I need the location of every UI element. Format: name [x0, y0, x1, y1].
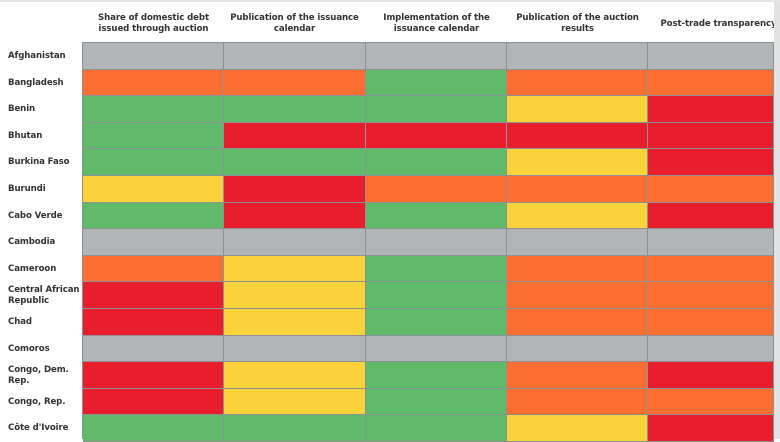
top-divider — [0, 0, 780, 2]
heatmap-cell-bhutan-col2-red — [224, 123, 366, 149]
heatmap-cell-comoros-col4-gray — [507, 336, 648, 362]
heatmap-cell-afghanistan-col3-gray — [366, 43, 507, 70]
heatmap-cell-congo-dem-rep-col3-green — [366, 362, 507, 389]
row-label-cambodia: Cambodia — [8, 237, 56, 247]
heatmap-cell-central-african-republic-col3-green — [366, 282, 507, 309]
grid-top-border — [83, 42, 774, 43]
heatmap-cell-comoros-col1-gray — [83, 336, 224, 362]
heatmap-cell-burundi-col2-red — [224, 176, 366, 203]
heatmap-cell-c-te-d-ivoire-col4-yellow — [507, 415, 648, 442]
heatmap-cell-cameroon-col4-orange — [507, 256, 648, 282]
row-label-congo-dem-rep: Congo, Dem. Rep. — [8, 364, 69, 386]
heatmap-cell-afghanistan-col4-gray — [507, 43, 648, 70]
heatmap-cell-bhutan-col1-green — [83, 123, 224, 149]
heatmap-cell-burkina-faso-col4-yellow — [507, 149, 648, 176]
row-label-burkina-faso: Burkina Faso — [8, 157, 70, 167]
heatmap-cell-bangladesh-col4-orange — [507, 70, 648, 96]
heatmap-cell-comoros-col5-gray — [648, 336, 774, 362]
heatmap-cell-chad-col2-yellow — [224, 309, 366, 336]
heatmap-cell-congo-rep-col3-green — [366, 389, 507, 415]
heatmap-cell-cambodia-col5-gray — [648, 229, 774, 256]
heatmap-cell-afghanistan-col2-gray — [224, 43, 366, 70]
row-label-congo-rep: Congo, Rep. — [8, 396, 66, 407]
heatmap-cell-chad-col5-orange — [648, 309, 774, 336]
row-label-c-te-d-ivoire: Côte d'Ivoire — [8, 423, 69, 433]
heatmap-cell-cabo-verde-col1-green — [83, 203, 224, 229]
heatmap-cell-congo-dem-rep-col4-orange — [507, 362, 648, 389]
row-label-bhutan: Bhutan — [8, 130, 43, 141]
heatmap-cell-bhutan-col4-red — [507, 123, 648, 149]
heatmap-cell-cambodia-col3-gray — [366, 229, 507, 256]
heatmap-cell-burundi-col1-yellow — [83, 176, 224, 203]
heatmap-cell-bangladesh-col1-orange — [83, 70, 224, 96]
heatmap-cell-chad-col4-orange — [507, 309, 648, 336]
heatmap-cell-benin-col2-green — [224, 96, 366, 123]
row-label-cameroon: Cameroon — [8, 263, 57, 274]
heatmap-cell-congo-rep-col2-yellow — [224, 389, 366, 415]
heatmap-cell-cambodia-col2-gray — [224, 229, 366, 256]
heatmap-cell-burundi-col4-orange — [507, 176, 648, 203]
heatmap-cell-cameroon-col3-green — [366, 256, 507, 282]
heatmap-cell-cameroon-col1-orange — [83, 256, 224, 282]
heatmap-cell-benin-col3-green — [366, 96, 507, 123]
heatmap-cell-bangladesh-col2-orange — [224, 70, 366, 96]
row-label-chad: Chad — [8, 317, 32, 327]
column-header-calendar-publication: Publication of the issuance calendar — [230, 13, 359, 34]
heatmap-cell-cabo-verde-col2-red — [224, 203, 366, 229]
heatmap-cell-cambodia-col4-gray — [507, 229, 648, 256]
heatmap-cell-c-te-d-ivoire-col3-green — [366, 415, 507, 442]
row-label-central-african-republic: Central African Republic — [8, 284, 80, 306]
column-header-auction-share: Share of domestic debt issued through au… — [98, 13, 209, 34]
heatmap-cell-burkina-faso-col1-green — [83, 149, 224, 176]
heatmap-cell-congo-dem-rep-col1-red — [83, 362, 224, 389]
heatmap-cell-chad-col1-red — [83, 309, 224, 336]
heatmap-cell-congo-dem-rep-col5-red — [648, 362, 774, 389]
row-label-bangladesh: Bangladesh — [8, 77, 64, 88]
heatmap-cell-congo-rep-col5-orange — [648, 389, 774, 415]
heatmap-cell-congo-rep-col1-red — [83, 389, 224, 415]
column-header-auction-results: Publication of the auction results — [516, 13, 639, 34]
row-label-comoros: Comoros — [8, 343, 50, 354]
heatmap-cell-cabo-verde-col5-red — [648, 203, 774, 229]
heatmap-cell-bangladesh-col5-orange — [648, 70, 774, 96]
heatmap-cell-cameroon-col5-orange — [648, 256, 774, 282]
heatmap-cell-chad-col3-green — [366, 309, 507, 336]
column-header-post-trade: Post-trade transparency — [660, 18, 777, 29]
heatmap-cell-comoros-col2-gray — [224, 336, 366, 362]
heatmap-cell-burundi-col5-orange — [648, 176, 774, 203]
grid-left-border — [82, 42, 83, 439]
heatmap-cell-c-te-d-ivoire-col5-red — [648, 415, 774, 442]
heatmap-cell-congo-rep-col4-orange — [507, 389, 648, 415]
row-label-afghanistan: Afghanistan — [8, 51, 66, 61]
heatmap-cell-central-african-republic-col2-yellow — [224, 282, 366, 309]
heatmap-cell-burkina-faso-col3-green — [366, 149, 507, 176]
heatmap-cell-c-te-d-ivoire-col1-green — [83, 415, 224, 442]
heatmap-cell-c-te-d-ivoire-col2-green — [224, 415, 366, 442]
heatmap-cell-burundi-col3-orange — [366, 176, 507, 203]
heatmap-cell-benin-col4-yellow — [507, 96, 648, 123]
heatmap-cell-central-african-republic-col4-orange — [507, 282, 648, 309]
row-label-benin: Benin — [8, 104, 36, 114]
heatmap-cell-central-african-republic-col5-orange — [648, 282, 774, 309]
column-header-calendar-implementation: Implementation of the issuance calendar — [383, 13, 490, 34]
heatmap-cell-burkina-faso-col5-red — [648, 149, 774, 176]
heatmap-cell-cabo-verde-col4-yellow — [507, 203, 648, 229]
heatmap-cell-comoros-col3-gray — [366, 336, 507, 362]
heatmap-cell-cameroon-col2-yellow — [224, 256, 366, 282]
heatmap-cell-benin-col5-red — [648, 96, 774, 123]
heatmap-cell-central-african-republic-col1-red — [83, 282, 224, 309]
heatmap-cell-burkina-faso-col2-green — [224, 149, 366, 176]
heatmap-cell-afghanistan-col1-gray — [83, 43, 224, 70]
heatmap-cell-cambodia-col1-gray — [83, 229, 224, 256]
heatmap-cell-benin-col1-green — [83, 96, 224, 123]
scrollbar-track[interactable] — [774, 2, 780, 439]
heatmap-cell-congo-dem-rep-col2-yellow — [224, 362, 366, 389]
row-label-cabo-verde: Cabo Verde — [8, 210, 63, 221]
heatmap-cell-bhutan-col5-red — [648, 123, 774, 149]
heatmap-cell-bhutan-col3-red — [366, 123, 507, 149]
row-label-burundi: Burundi — [8, 184, 46, 194]
heatmap-cell-afghanistan-col5-gray — [648, 43, 774, 70]
heatmap-cell-bangladesh-col3-green — [366, 70, 507, 96]
heatmap-cell-cabo-verde-col3-green — [366, 203, 507, 229]
